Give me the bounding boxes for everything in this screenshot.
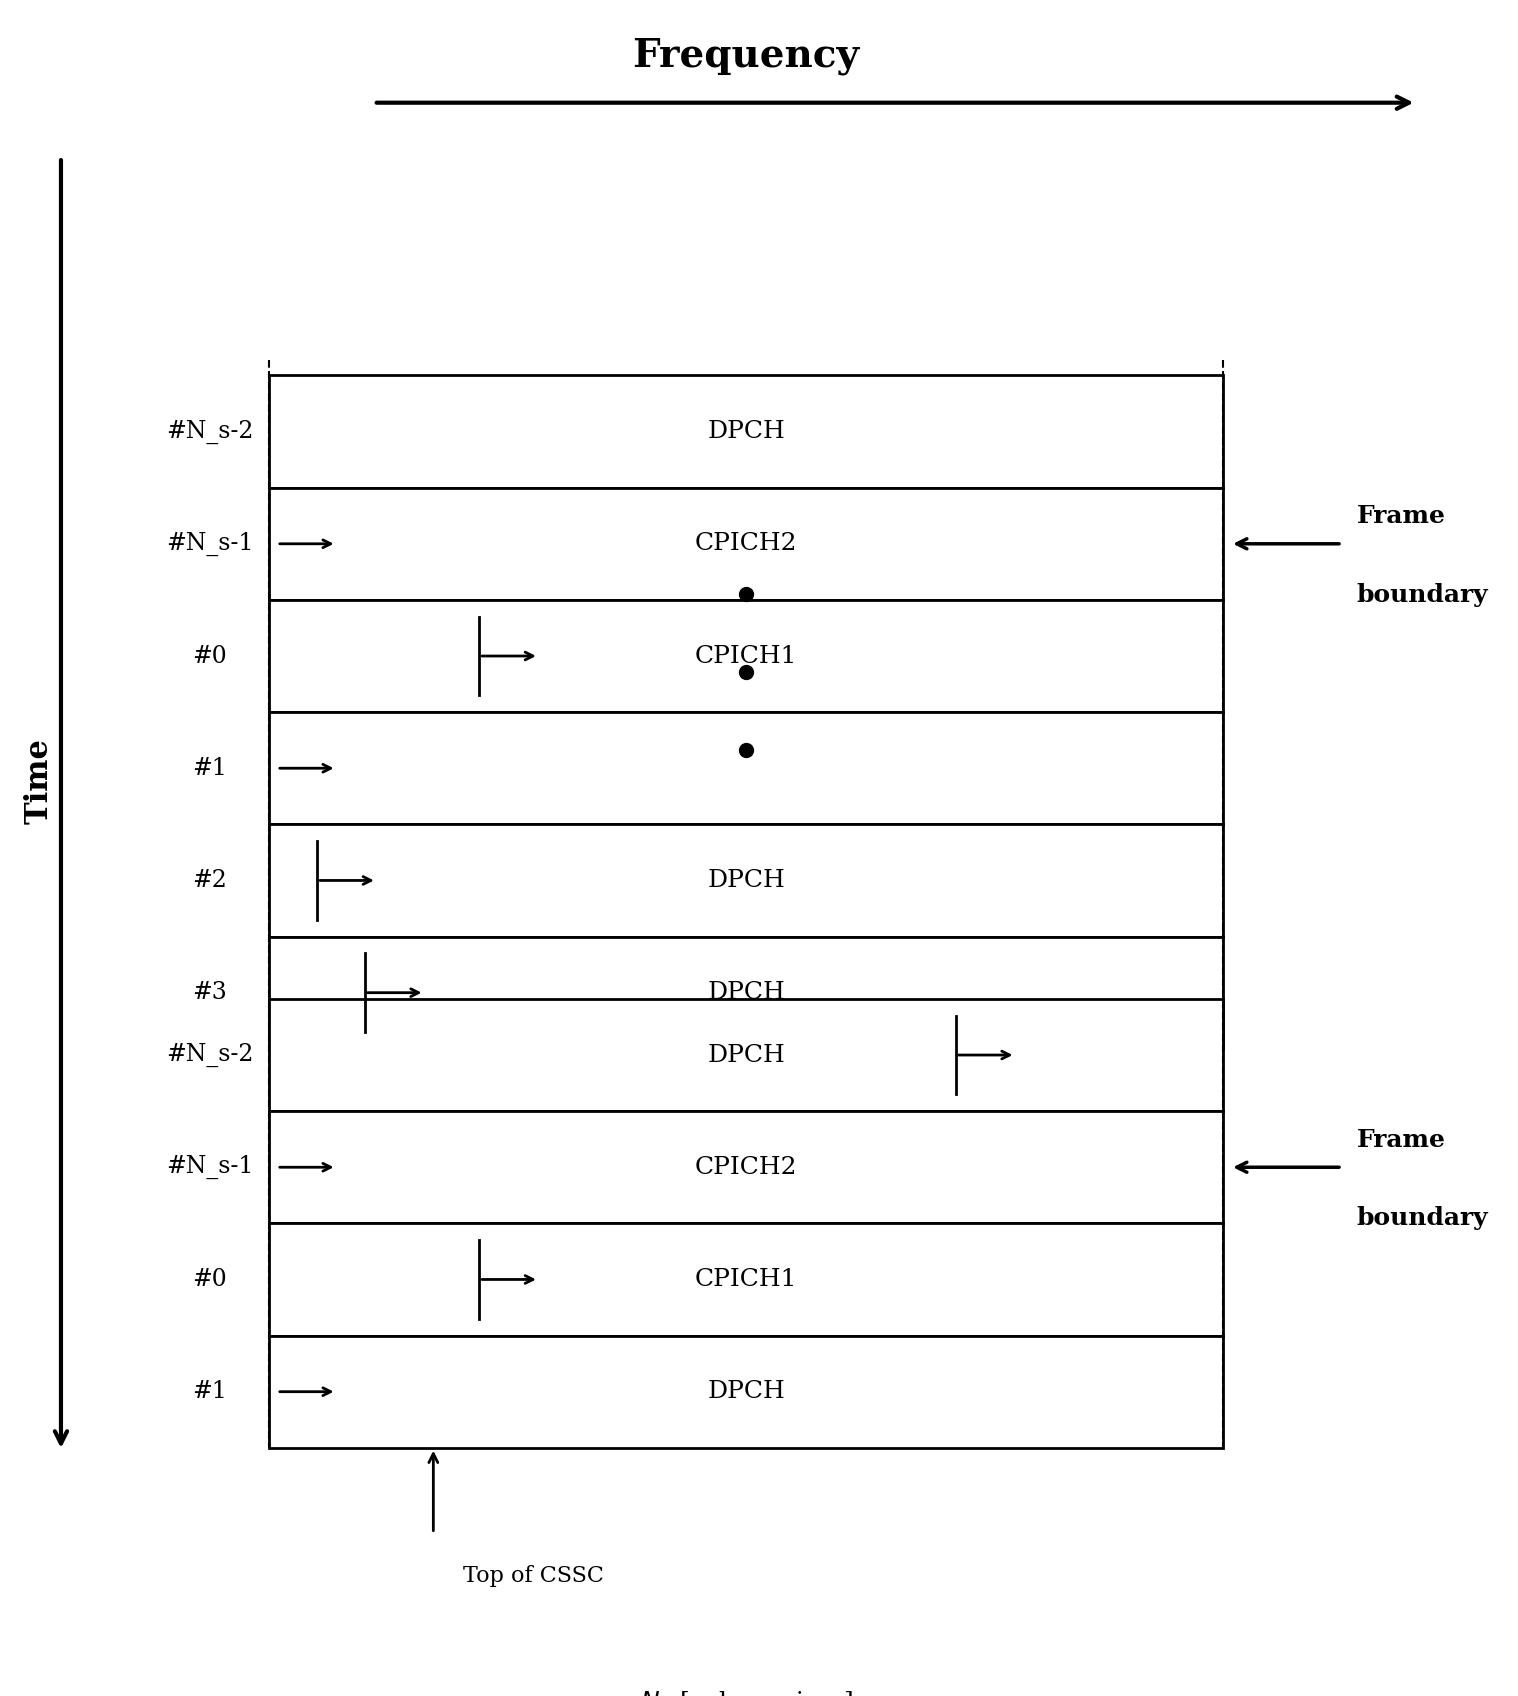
Text: Top of CSSC: Top of CSSC <box>463 1565 604 1587</box>
Text: #0: #0 <box>193 644 228 668</box>
Text: #0: #0 <box>193 1269 228 1291</box>
Text: DPCH: DPCH <box>707 421 785 443</box>
Text: DPCH: DPCH <box>707 1381 785 1403</box>
Text: CPICH1: CPICH1 <box>695 644 797 668</box>
Text: #1: #1 <box>193 756 228 780</box>
Text: Frame: Frame <box>1357 1128 1445 1152</box>
Text: DPCH: DPCH <box>707 1043 785 1067</box>
Text: CPICH2: CPICH2 <box>695 1155 797 1179</box>
Text: #N_s-2: #N_s-2 <box>165 419 254 444</box>
FancyBboxPatch shape <box>270 999 1224 1111</box>
Text: CPICH1: CPICH1 <box>695 1269 797 1291</box>
FancyBboxPatch shape <box>270 1111 1224 1223</box>
FancyBboxPatch shape <box>270 936 1224 1048</box>
Text: Frequency: Frequency <box>633 37 859 75</box>
Text: #1: #1 <box>193 1381 228 1403</box>
Text: DPCH: DPCH <box>707 868 785 892</box>
FancyBboxPatch shape <box>270 1335 1224 1448</box>
FancyBboxPatch shape <box>270 488 1224 600</box>
Text: #N_s-1: #N_s-1 <box>165 1155 254 1179</box>
FancyBboxPatch shape <box>270 712 1224 824</box>
Text: #N_s-1: #N_s-1 <box>165 533 254 556</box>
Text: #3: #3 <box>193 982 228 1004</box>
Text: Frame: Frame <box>1357 504 1445 527</box>
FancyBboxPatch shape <box>270 375 1224 488</box>
Text: DPCH: DPCH <box>707 982 785 1004</box>
FancyBboxPatch shape <box>270 824 1224 936</box>
FancyBboxPatch shape <box>270 600 1224 712</box>
FancyBboxPatch shape <box>270 1223 1224 1335</box>
Text: #N_s-2: #N_s-2 <box>165 1043 254 1067</box>
Text: CPICH2: CPICH2 <box>695 533 797 555</box>
Text: #2: #2 <box>193 868 228 892</box>
Text: Time: Time <box>23 738 55 824</box>
Text: boundary: boundary <box>1357 1206 1489 1230</box>
Text: boundary: boundary <box>1357 583 1489 607</box>
Text: $N_C$ [sub-carriers]: $N_C$ [sub-carriers] <box>639 1689 853 1696</box>
